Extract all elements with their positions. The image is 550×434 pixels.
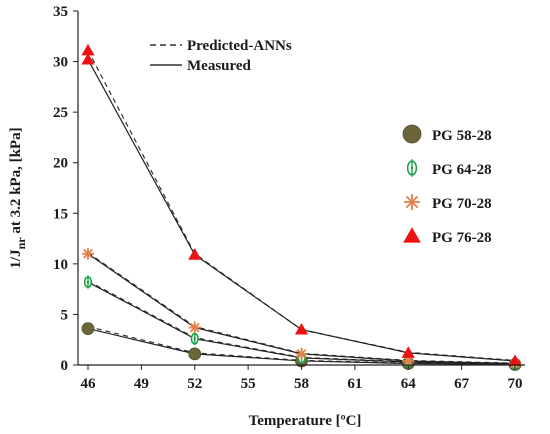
x-tick-label: 67 <box>454 376 470 392</box>
y-tick-label: 30 <box>53 55 68 71</box>
y-tick-label: 20 <box>53 156 68 172</box>
x-tick-label: 52 <box>187 376 202 392</box>
marker-spoke <box>403 356 414 366</box>
measured-line-pg-70-28 <box>87 253 516 365</box>
point-pg-70-28-measured <box>295 347 308 360</box>
y-tick-label: 15 <box>53 206 68 222</box>
x-axis-title: Temperature [ºC] <box>249 413 362 429</box>
point-pg-76-28-predicted <box>81 43 95 56</box>
point-pg-64-28-measured <box>83 275 93 289</box>
point-pg-64-28-measured <box>190 332 199 346</box>
x-tick-label: 55 <box>241 376 256 392</box>
marker-spoke <box>296 348 307 359</box>
x-tick-label: 61 <box>347 376 362 392</box>
point-pg-76-28-measured <box>188 248 202 260</box>
y-tick-label: 25 <box>53 105 68 121</box>
tick-labels: 0 5 10 15 20 25 30 35 46 49 52 55 58 61 64 67 70 <box>53 4 523 392</box>
y-axis-title-rest: at 3.2 kPa, [kPa] <box>8 127 24 237</box>
legend-measured-label: Measured <box>187 58 252 74</box>
x-tick-label: 70 <box>508 376 523 392</box>
legend-marker-pg-64-28 <box>406 159 418 177</box>
legend-label-pg-58-28: PG 58-28 <box>432 128 492 144</box>
marker-dot <box>193 337 196 340</box>
y-tick-label: 0 <box>61 358 69 374</box>
point-pg-76-28-measured <box>294 323 309 335</box>
point-pg-58-28-measured <box>81 322 95 335</box>
legend-label-pg-64-28: PG 64-28 <box>432 162 492 178</box>
marker-spoke <box>405 195 419 209</box>
marker-dot <box>86 280 90 284</box>
series-legend: PG 58-28 PG 64-28 PG 70-28 PG 76-28 <box>402 124 492 246</box>
predicted-line-pg-70-28 <box>87 252 516 364</box>
marker-spoke <box>189 322 200 333</box>
y-axis-title-subscript: nr <box>14 237 28 250</box>
y-tick-label: 35 <box>53 4 68 20</box>
y-axis-title: 1/Jnr at 3.2 kPa, [kPa] <box>8 127 28 268</box>
legend-marker-pg-76-28 <box>403 227 421 243</box>
x-tick-label: 58 <box>294 376 309 392</box>
point-pg-76-28-measured <box>508 354 522 366</box>
series-markers <box>81 43 522 371</box>
point-pg-70-28-measured <box>188 321 201 334</box>
legend-label-pg-70-28: PG 70-28 <box>432 196 492 212</box>
legend-predicted-label: Predicted-ANNs <box>187 38 292 54</box>
legend-marker-pg-58-28 <box>402 124 422 144</box>
legend-marker-pg-70-28 <box>404 194 420 210</box>
point-pg-76-28-measured <box>401 346 415 358</box>
x-tick-label: 46 <box>81 376 97 392</box>
point-pg-70-28-measured <box>82 247 94 260</box>
x-tick-label: 64 <box>401 376 417 392</box>
axes <box>73 10 525 370</box>
x-tick-label: 49 <box>134 376 149 392</box>
y-tick-label: 5 <box>61 307 69 323</box>
legend-label-pg-76-28: PG 76-28 <box>432 230 492 246</box>
line-style-legend: Predicted-ANNs Measured <box>150 38 292 74</box>
y-tick-label: 10 <box>53 257 68 273</box>
point-pg-76-28-measured <box>81 52 95 65</box>
y-axis-title-main: 1/J <box>8 249 24 269</box>
marker-dot <box>410 166 414 170</box>
point-pg-58-28-measured <box>188 347 202 361</box>
marker-spoke <box>83 248 93 259</box>
